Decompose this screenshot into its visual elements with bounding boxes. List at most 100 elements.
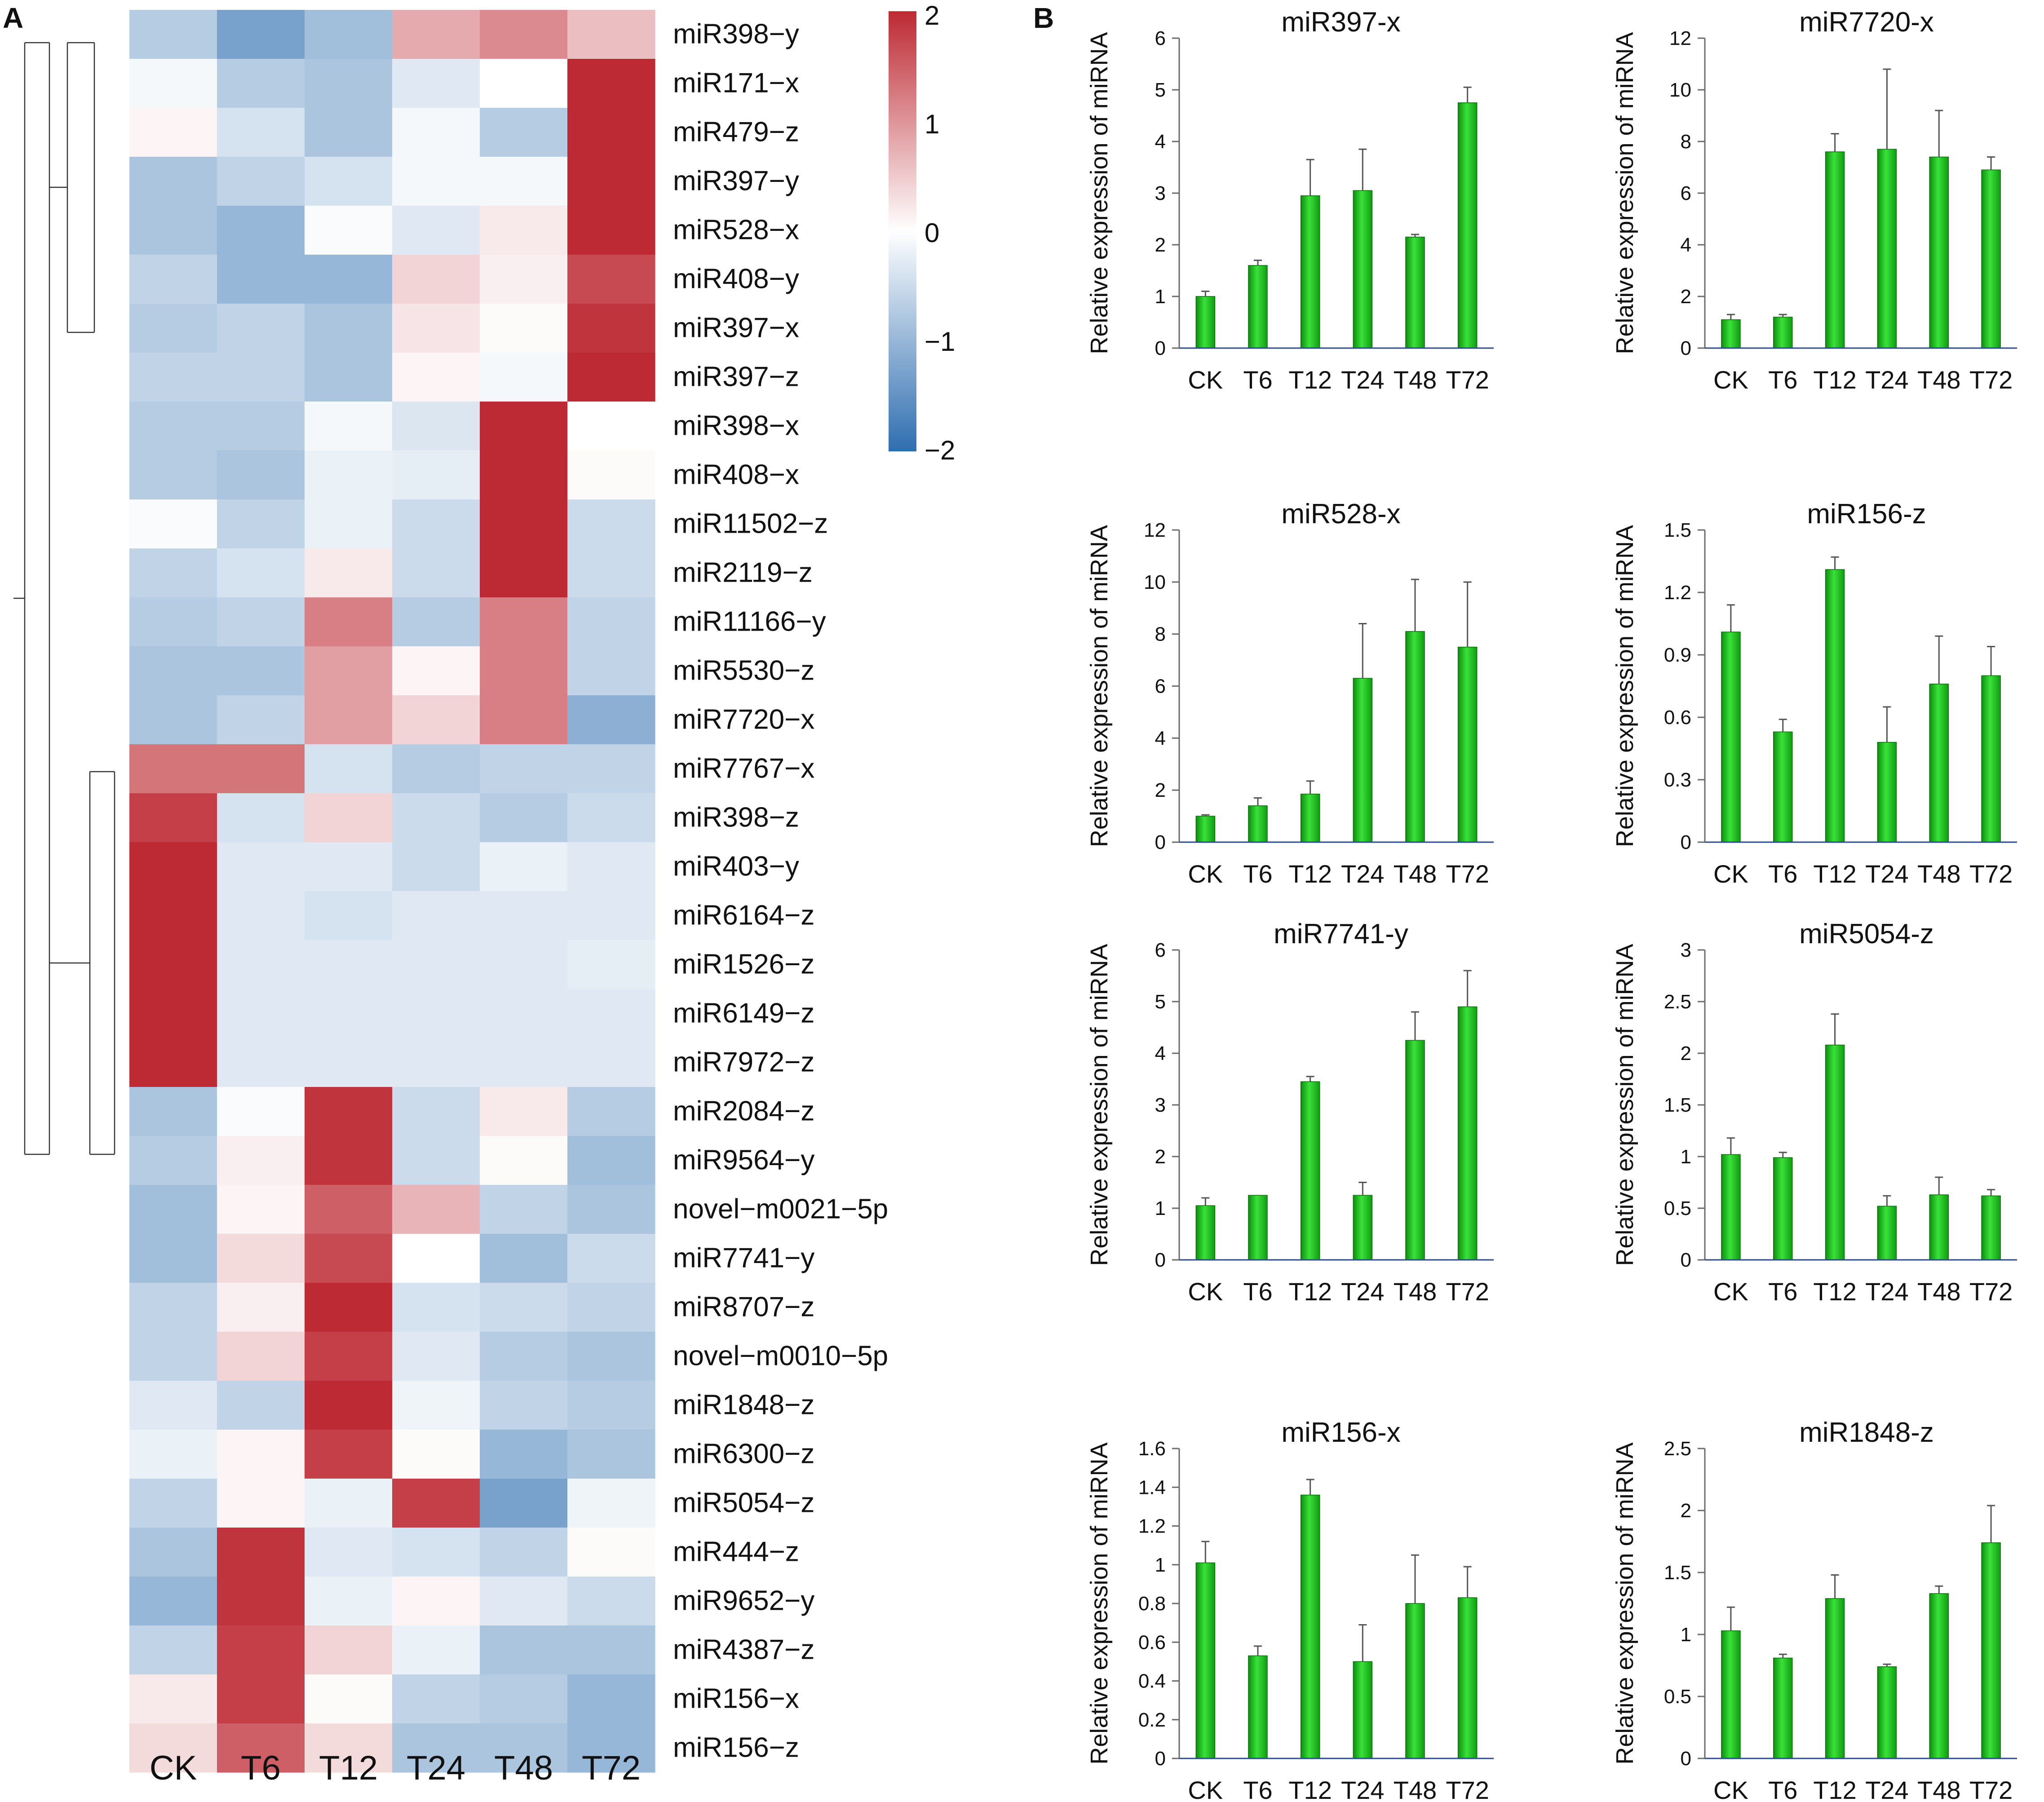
heatmap-cell <box>480 793 568 843</box>
heatmap-cell <box>217 940 305 989</box>
x-tick-label: T12 <box>1288 860 1332 888</box>
x-tick-label: T6 <box>1243 1277 1272 1306</box>
x-tick-label: CK <box>1713 860 1748 888</box>
heatmap-row-label: miR528−x <box>673 215 799 246</box>
heatmap-cell <box>217 1185 305 1234</box>
bar <box>1825 1598 1845 1759</box>
bar-chart-7: miR156-x Relative expression of miRNA 0 0.2… <box>1086 1417 1494 1802</box>
bar <box>1457 1006 1478 1260</box>
heatmap-cell <box>567 744 655 794</box>
heatmap-cell <box>129 402 217 451</box>
heatmap-cell <box>392 304 480 353</box>
heatmap-cell <box>129 353 217 402</box>
heatmap-cell <box>392 1038 480 1087</box>
heatmap-cell <box>217 597 305 647</box>
y-tick-label: 0 <box>1155 1748 1166 1770</box>
bar <box>1721 319 1741 349</box>
y-tick-label: 1.2 <box>1664 582 1691 604</box>
heatmap-cell <box>129 842 217 892</box>
y-tick-label: 1 <box>1155 1197 1166 1219</box>
heatmap-cell <box>567 1625 655 1675</box>
heatmap-cell <box>217 1332 305 1381</box>
x-tick-label: T72 <box>1969 366 2013 394</box>
heatmap-cell <box>129 1136 217 1185</box>
bar-chart-5: miR7741-y Relative expression of miRNA 0 1 2… <box>1086 919 1494 1306</box>
bar <box>1825 151 1845 349</box>
y-tick-label: 5 <box>1155 991 1166 1013</box>
heatmap-cell <box>480 548 568 598</box>
heatmap-cell <box>567 1234 655 1283</box>
heatmap-cell <box>392 1625 480 1675</box>
bar <box>1353 1195 1373 1260</box>
heatmap-cell <box>217 157 305 206</box>
heatmap-cell <box>567 1038 655 1087</box>
y-tick-label: 0.3 <box>1664 769 1691 791</box>
heatmap-cell <box>480 1625 568 1675</box>
x-tick-label: T72 <box>1446 1277 1489 1306</box>
heatmap-cell <box>305 1136 393 1185</box>
heatmap-cell <box>392 744 480 794</box>
heatmap-cell <box>480 108 568 157</box>
heatmap-cell <box>567 1283 655 1332</box>
heatmap-cell <box>567 402 655 451</box>
heatmap-cell <box>305 157 393 206</box>
chart-title: miR1848-z <box>1799 1417 1934 1448</box>
heatmap-cell <box>129 1625 217 1675</box>
heatmap-cell <box>392 646 480 696</box>
heatmap-cell <box>567 59 655 108</box>
y-tick-label: 10 <box>1144 571 1166 593</box>
heatmap-cell <box>217 108 305 157</box>
chart-title: miR397-x <box>1281 7 1400 38</box>
y-tick-label: 8 <box>1681 131 1691 153</box>
heatmap-cell <box>217 1430 305 1479</box>
heatmap-row-label: miR444−z <box>673 1537 799 1568</box>
heatmap-cell <box>129 646 217 696</box>
x-tick-label: T24 <box>1865 1277 1909 1306</box>
x-tick-label: T24 <box>1341 366 1385 394</box>
chart-title: miR7720-x <box>1799 7 1934 38</box>
y-tick-label: 3 <box>1155 182 1166 204</box>
x-tick-label: CK <box>1713 1277 1748 1306</box>
heatmap-cell <box>305 1234 393 1283</box>
heatmap-row-label: miR4387−z <box>673 1634 814 1665</box>
y-tick-label: 2 <box>1681 1042 1691 1064</box>
heatmap-cell <box>217 1136 305 1185</box>
heatmap-cell <box>217 10 305 59</box>
y-tick-label: 0 <box>1155 337 1166 359</box>
bar <box>1195 1562 1216 1759</box>
heatmap-cell <box>305 499 393 549</box>
heatmap-cell <box>567 597 655 647</box>
heatmap-cell <box>217 1283 305 1332</box>
x-tick-label: T24 <box>1865 860 1909 888</box>
x-tick-label: T6 <box>1768 1277 1797 1306</box>
heatmap-cell <box>305 1723 393 1773</box>
y-axis-label: Relative expression of miRNA <box>1611 32 1638 354</box>
heatmap-cell <box>129 450 217 500</box>
heatmap-cell <box>392 891 480 941</box>
panel-label-b: B <box>1033 2 1054 34</box>
y-tick-label: 0.4 <box>1138 1670 1166 1692</box>
x-tick-label: T6 <box>1243 366 1272 394</box>
bar-chart-2: miR7720-x Relative expression of miRNA 0 2 4… <box>1611 7 2017 394</box>
heatmap-cell <box>217 989 305 1038</box>
y-tick-label: 1 <box>1155 286 1166 308</box>
heatmap-cell <box>305 842 393 892</box>
heatmap-cell <box>129 1087 217 1136</box>
heatmap-cell <box>129 597 217 647</box>
heatmap-cell <box>480 206 568 255</box>
heatmap-cell <box>305 402 393 451</box>
heatmap-row-label: miR398−x <box>673 411 799 442</box>
heatmap-cell <box>305 891 393 941</box>
heatmap-cell <box>217 842 305 892</box>
heatmap-cell <box>567 695 655 745</box>
bar <box>1457 1597 1478 1759</box>
x-tick-label: T24 <box>1341 1277 1385 1306</box>
x-tick-label: T12 <box>1813 1776 1857 1802</box>
heatmap-cell <box>567 1674 655 1724</box>
bar <box>1929 1194 1949 1260</box>
heatmap-row-label: miR7741−y <box>673 1243 814 1274</box>
heatmap-row-label: miR408−y <box>673 264 799 295</box>
y-tick-label: 6 <box>1155 939 1166 961</box>
y-tick-label: 4 <box>1681 234 1691 256</box>
heatmap-cell <box>392 793 480 843</box>
